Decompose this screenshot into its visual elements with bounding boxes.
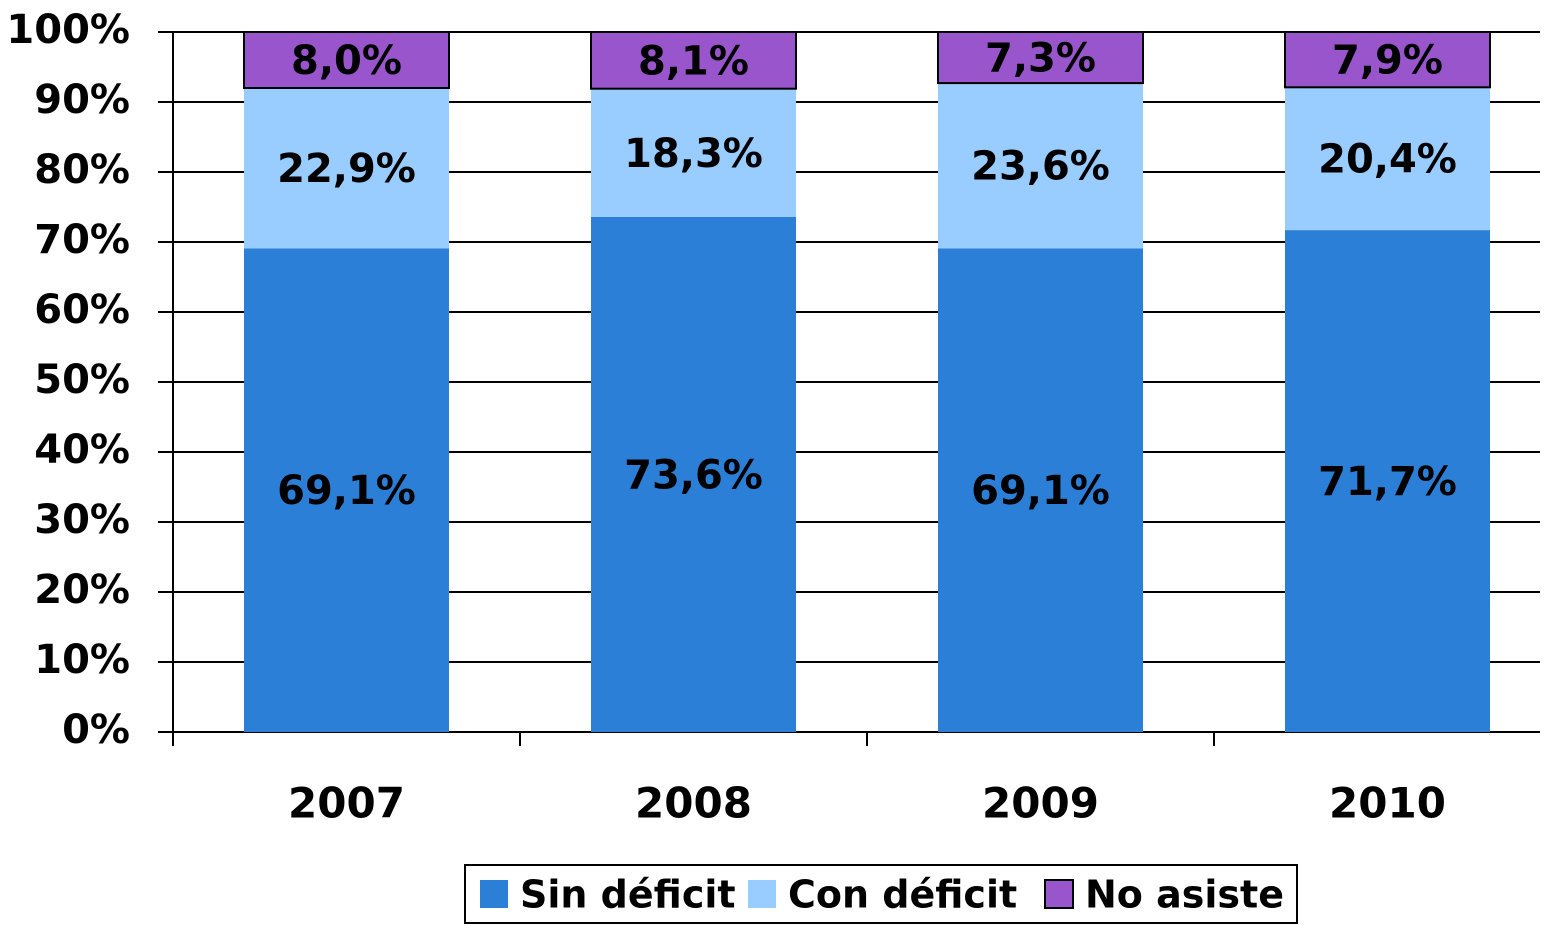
data-label: 22,9% <box>277 146 416 192</box>
x-tick-label: 2008 <box>635 779 752 828</box>
data-label: 69,1% <box>971 468 1110 514</box>
y-tick-label: 30% <box>34 497 130 543</box>
bar-segment <box>244 248 449 733</box>
x-tick-label: 2009 <box>982 779 1099 828</box>
bar-segment <box>591 88 796 217</box>
y-tick-label: 60% <box>34 287 130 333</box>
bar-segment <box>1284 31 1491 89</box>
y-tick-label: 20% <box>34 567 130 613</box>
data-label: 71,7% <box>1318 459 1457 505</box>
bar-segment <box>591 216 796 733</box>
y-tick-label: 40% <box>34 427 130 473</box>
bar-segment <box>938 83 1143 249</box>
bar-segment <box>938 248 1143 733</box>
data-label: 69,1% <box>277 468 416 514</box>
legend-label: Con déficit <box>788 873 1017 917</box>
legend-swatch <box>1044 879 1074 909</box>
data-label: 73,6% <box>624 452 763 498</box>
data-label: 8,0% <box>291 38 402 84</box>
y-tick-label: 0% <box>62 707 130 753</box>
data-label: 7,3% <box>985 36 1096 82</box>
bar-segment <box>1285 230 1490 732</box>
data-label: 7,9% <box>1332 38 1443 84</box>
bar-segment <box>1285 87 1490 231</box>
x-tick-label: 2010 <box>1329 779 1446 828</box>
y-tick-label: 80% <box>34 147 130 193</box>
y-tick-label: 100% <box>6 7 130 53</box>
bar-segment <box>937 31 1144 85</box>
y-tick-label: 50% <box>34 357 130 403</box>
bar-segment <box>590 31 797 90</box>
data-label: 23,6% <box>971 144 1110 190</box>
bar-segment <box>244 88 449 249</box>
x-tick-label: 2007 <box>288 779 405 828</box>
data-label: 20,4% <box>1318 137 1457 183</box>
legend-label: Sin déficit <box>520 873 736 917</box>
legend-swatch <box>748 880 776 908</box>
data-label: 18,3% <box>624 131 763 177</box>
bar-segment <box>243 31 450 89</box>
data-label: 8,1% <box>638 38 749 84</box>
legend-label: No asiste <box>1085 873 1284 917</box>
y-tick-label: 70% <box>34 217 130 263</box>
y-tick-label: 90% <box>34 77 130 123</box>
y-tick-label: 10% <box>34 637 130 683</box>
legend-box <box>464 864 1298 924</box>
legend-swatch <box>480 880 508 908</box>
